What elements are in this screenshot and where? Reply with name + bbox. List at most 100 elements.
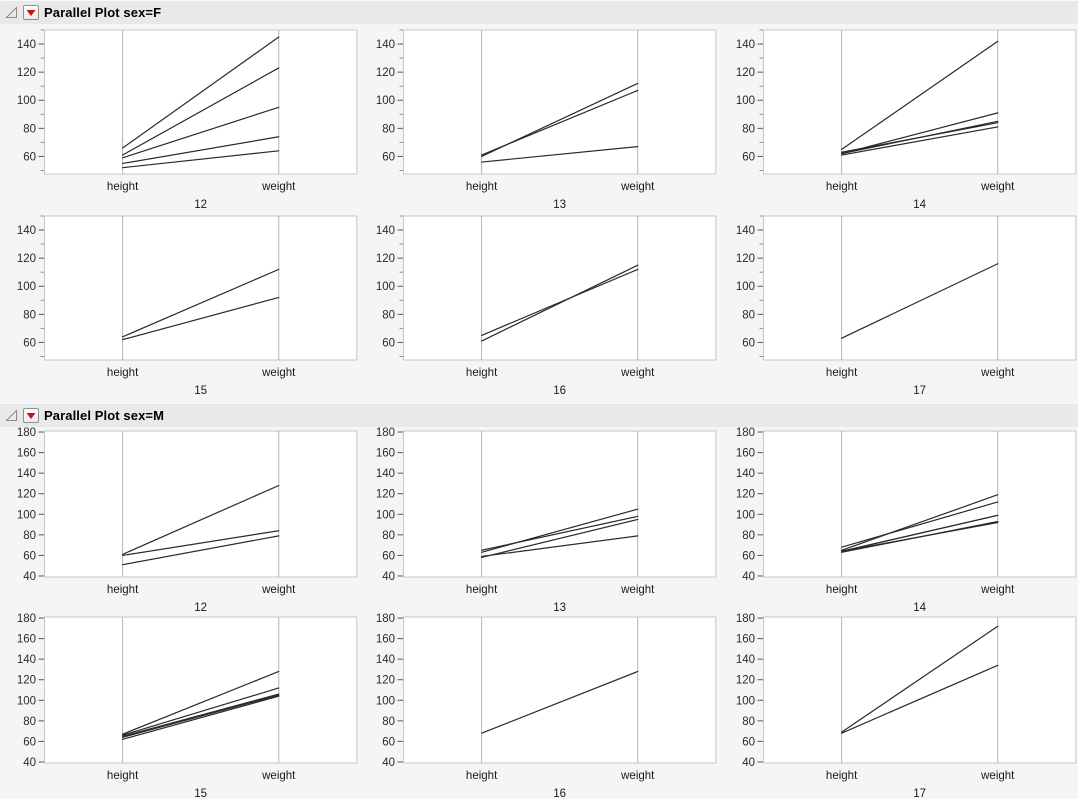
plot-area[interactable] [762, 29, 1076, 175]
y-axis-tick-label: 140 [376, 39, 395, 51]
y-axis-tick-label: 160 [17, 448, 36, 460]
plot-area[interactable] [403, 616, 717, 764]
parallel-plot-panel: 60 80 100 120 140 height weight 15 [0, 210, 359, 397]
parallel-line[interactable] [481, 518, 639, 559]
parallel-line[interactable] [122, 670, 280, 735]
outline-header: Parallel Plot sex=F [0, 0, 1078, 24]
plot-area[interactable] [403, 29, 717, 175]
x-axis-category-label: height [466, 584, 498, 596]
y-axis-tick-label: 60 [23, 550, 36, 562]
parallel-line[interactable] [481, 89, 639, 156]
x-axis-category-label: height [107, 181, 139, 193]
parallel-line[interactable] [481, 515, 639, 551]
parallel-line[interactable] [840, 514, 999, 552]
report-section-sex-f: Parallel Plot sex=F 60 80 100 120 140 height w… [0, 0, 1078, 397]
y-axis-tick-label: 60 [23, 736, 36, 748]
y-axis-tick-label: 80 [383, 716, 396, 728]
y-axis-tick-label: 80 [383, 123, 396, 135]
plot-area[interactable] [44, 29, 358, 175]
y-axis-tick-label: 100 [17, 281, 36, 293]
y-axis-tick-label: 60 [23, 151, 36, 163]
y-axis-tick-label: 180 [376, 613, 395, 625]
plot-area[interactable] [44, 215, 358, 361]
parallel-line[interactable] [122, 535, 280, 566]
plot-area[interactable] [762, 215, 1076, 361]
plot-area[interactable] [44, 430, 358, 578]
y-axis-tick-label: 120 [735, 253, 754, 265]
parallel-line[interactable] [122, 106, 280, 159]
y-axis-tick-label: 60 [383, 151, 396, 163]
parallel-line[interactable] [840, 501, 999, 548]
y-axis-tick-label: 180 [735, 427, 754, 439]
panel-age-label: 17 [913, 788, 926, 799]
parallel-line[interactable] [122, 268, 280, 338]
x-axis-category-label: height [826, 181, 858, 193]
parallel-line[interactable] [122, 136, 280, 165]
y-axis-tick-label: 140 [735, 39, 754, 51]
parallel-line[interactable] [840, 664, 999, 734]
y-axis-tick-label: 60 [383, 337, 396, 349]
parallel-line[interactable] [840, 263, 999, 339]
plot-area[interactable] [762, 616, 1076, 764]
plot-area[interactable] [403, 215, 717, 361]
parallel-plot-panel: 60 80 100 120 140 height weight 12 [0, 24, 359, 211]
parallel-line[interactable] [122, 296, 280, 341]
y-axis-tick-label: 120 [735, 675, 754, 687]
parallel-line[interactable] [122, 484, 280, 555]
x-axis-category-label: height [466, 367, 498, 379]
y-axis-tick-label: 100 [376, 95, 395, 107]
panel-chart: 60 80 100 120 140 height weight 17 [735, 215, 1076, 397]
y-axis-tick-label: 100 [376, 509, 395, 521]
parallel-line[interactable] [840, 494, 999, 551]
parallel-line[interactable] [122, 687, 280, 736]
y-axis-tick-label: 100 [17, 695, 36, 707]
parallel-line[interactable] [840, 126, 999, 156]
parallel-line[interactable] [122, 530, 280, 557]
parallel-line[interactable] [840, 625, 999, 733]
parallel-line[interactable] [122, 36, 280, 149]
panel-chart: 60 80 100 120 140 height weight 14 [735, 29, 1076, 211]
plot-area[interactable] [44, 616, 358, 764]
y-axis-tick-label: 100 [376, 695, 395, 707]
panel-chart: 60 80 100 120 140 height weight 12 [17, 29, 358, 211]
disclosure-triangle-icon[interactable] [5, 409, 18, 422]
parallel-plot-panel: 60 80 100 120 140 height weight 14 [719, 24, 1078, 211]
x-axis-category-label: weight [261, 367, 296, 379]
y-axis-tick-label: 120 [735, 67, 754, 79]
x-axis-category-label: height [466, 181, 498, 193]
y-axis-tick-label: 40 [23, 757, 36, 769]
panel-grid: 40 60 80 100 120 140 160 180 height weight 12 40 60 8… [0, 427, 1078, 799]
disclosure-triangle-icon[interactable] [5, 6, 18, 19]
parallel-line[interactable] [481, 264, 639, 342]
plot-area[interactable] [762, 430, 1076, 578]
parallel-line[interactable] [122, 693, 280, 737]
red-triangle-menu-icon[interactable] [23, 408, 39, 423]
parallel-line[interactable] [122, 694, 280, 738]
parallel-line[interactable] [122, 150, 280, 169]
parallel-line[interactable] [840, 122, 999, 153]
y-axis-tick-label: 40 [383, 757, 396, 769]
parallel-line[interactable] [840, 520, 999, 553]
parallel-line[interactable] [122, 695, 280, 740]
y-axis-tick-label: 40 [742, 571, 755, 583]
panel-chart: 60 80 100 120 140 height weight 13 [376, 29, 717, 211]
y-axis-tick-label: 100 [735, 695, 754, 707]
x-axis-category-label: weight [980, 367, 1015, 379]
plot-area[interactable] [403, 430, 717, 578]
parallel-line[interactable] [481, 146, 639, 163]
panel-age-label: 13 [554, 602, 567, 613]
panel-chart: 40 60 80 100 120 140 160 180 height weight 17 [735, 613, 1076, 799]
y-axis-tick-label: 100 [735, 281, 754, 293]
y-axis-tick-label: 80 [23, 716, 36, 728]
y-axis-tick-label: 60 [742, 550, 755, 562]
parallel-line[interactable] [481, 670, 639, 734]
red-triangle-menu-icon[interactable] [23, 5, 39, 20]
parallel-line[interactable] [840, 40, 999, 151]
parallel-line[interactable] [481, 535, 639, 558]
y-axis-tick-label: 120 [17, 489, 36, 501]
y-axis-tick-label: 60 [23, 337, 36, 349]
parallel-line[interactable] [122, 67, 280, 156]
y-axis-tick-label: 180 [17, 613, 36, 625]
parallel-plot-panel: 60 80 100 120 140 height weight 17 [719, 210, 1078, 397]
parallel-line[interactable] [481, 268, 639, 337]
